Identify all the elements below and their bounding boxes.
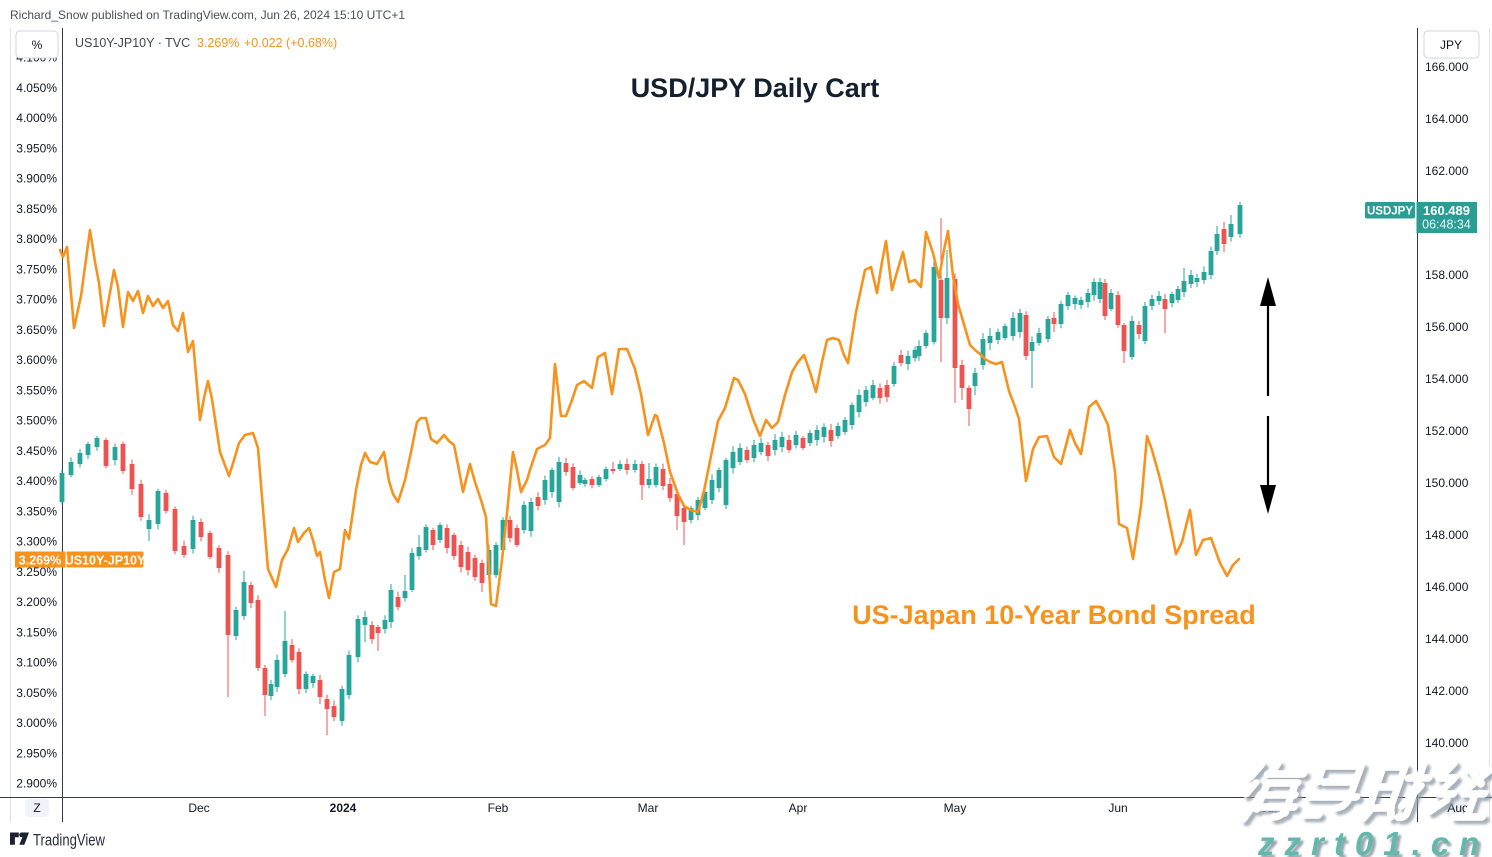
svg-text:JPY: JPY <box>1440 38 1462 52</box>
svg-text:3.150%: 3.150% <box>16 625 57 639</box>
svg-text:158.000: 158.000 <box>1425 268 1469 282</box>
svg-text:3.050%: 3.050% <box>16 686 57 700</box>
svg-text:3.269%: 3.269% <box>19 554 61 568</box>
svg-text:3.950%: 3.950% <box>16 141 57 155</box>
svg-text:166.000: 166.000 <box>1425 60 1469 74</box>
svg-text:3.500%: 3.500% <box>16 414 57 428</box>
svg-text:3.850%: 3.850% <box>16 202 57 216</box>
svg-text:164.000: 164.000 <box>1425 112 1469 126</box>
svg-text:4.000%: 4.000% <box>16 111 57 125</box>
svg-text:3.550%: 3.550% <box>16 383 57 397</box>
svg-text:3.800%: 3.800% <box>16 232 57 246</box>
svg-text:Dec: Dec <box>188 801 209 815</box>
svg-text:146.000: 146.000 <box>1425 580 1469 594</box>
svg-text:May: May <box>944 801 967 815</box>
svg-text:4.050%: 4.050% <box>16 81 57 95</box>
svg-text:US10Y-JP10Y · TVC: US10Y-JP10Y · TVC <box>75 36 190 50</box>
svg-text:3.650%: 3.650% <box>16 323 57 337</box>
svg-text:Mar: Mar <box>638 801 659 815</box>
svg-text:2.900%: 2.900% <box>16 777 57 791</box>
svg-text:144.000: 144.000 <box>1425 632 1469 646</box>
svg-text:06:48:34: 06:48:34 <box>1422 218 1471 232</box>
svg-text:162.000: 162.000 <box>1425 164 1469 178</box>
svg-text:Aug: Aug <box>1447 801 1468 815</box>
svg-text:Apr: Apr <box>789 801 808 815</box>
svg-text:2024: 2024 <box>330 801 357 815</box>
svg-text:3.000%: 3.000% <box>16 716 57 730</box>
svg-text:3.100%: 3.100% <box>16 656 57 670</box>
svg-text:+0.022 (+0.68%): +0.022 (+0.68%) <box>244 36 337 50</box>
svg-text:zzrt01.cn: zzrt01.cn <box>1257 825 1489 857</box>
svg-text:Feb: Feb <box>488 801 509 815</box>
svg-text:154.000: 154.000 <box>1425 372 1469 386</box>
svg-text:160.489: 160.489 <box>1423 203 1470 218</box>
svg-text:Z: Z <box>33 801 40 815</box>
svg-text:140.000: 140.000 <box>1425 736 1469 750</box>
svg-text:156.000: 156.000 <box>1425 320 1469 334</box>
svg-text:3.450%: 3.450% <box>16 444 57 458</box>
svg-text:152.000: 152.000 <box>1425 424 1469 438</box>
svg-text:3.400%: 3.400% <box>16 474 57 488</box>
svg-text:TradingView: TradingView <box>33 832 105 850</box>
svg-text:USD/JPY Daily Cart: USD/JPY Daily Cart <box>631 73 880 103</box>
svg-text:3.250%: 3.250% <box>16 565 57 579</box>
svg-text:3.350%: 3.350% <box>16 504 57 518</box>
svg-text:%: % <box>32 38 43 52</box>
svg-text:3.700%: 3.700% <box>16 293 57 307</box>
svg-text:3.900%: 3.900% <box>16 172 57 186</box>
svg-text:3.300%: 3.300% <box>16 535 57 549</box>
svg-text:3.269%: 3.269% <box>197 36 239 50</box>
svg-text:US-Japan 10-Year Bond Spread: US-Japan 10-Year Bond Spread <box>852 600 1256 630</box>
svg-text:3.600%: 3.600% <box>16 353 57 367</box>
svg-text:2.950%: 2.950% <box>16 747 57 761</box>
svg-text:Richard_Snow published on Trad: Richard_Snow published on TradingView.co… <box>10 8 405 22</box>
svg-text:142.000: 142.000 <box>1425 684 1469 698</box>
svg-text:148.000: 148.000 <box>1425 528 1469 542</box>
svg-text:USDJPY: USDJPY <box>1367 206 1413 218</box>
svg-text:3.200%: 3.200% <box>16 595 57 609</box>
svg-text:Jun: Jun <box>1108 801 1127 815</box>
svg-text:150.000: 150.000 <box>1425 476 1469 490</box>
svg-text:US10Y-JP10Y: US10Y-JP10Y <box>65 554 146 568</box>
svg-text:3.750%: 3.750% <box>16 262 57 276</box>
